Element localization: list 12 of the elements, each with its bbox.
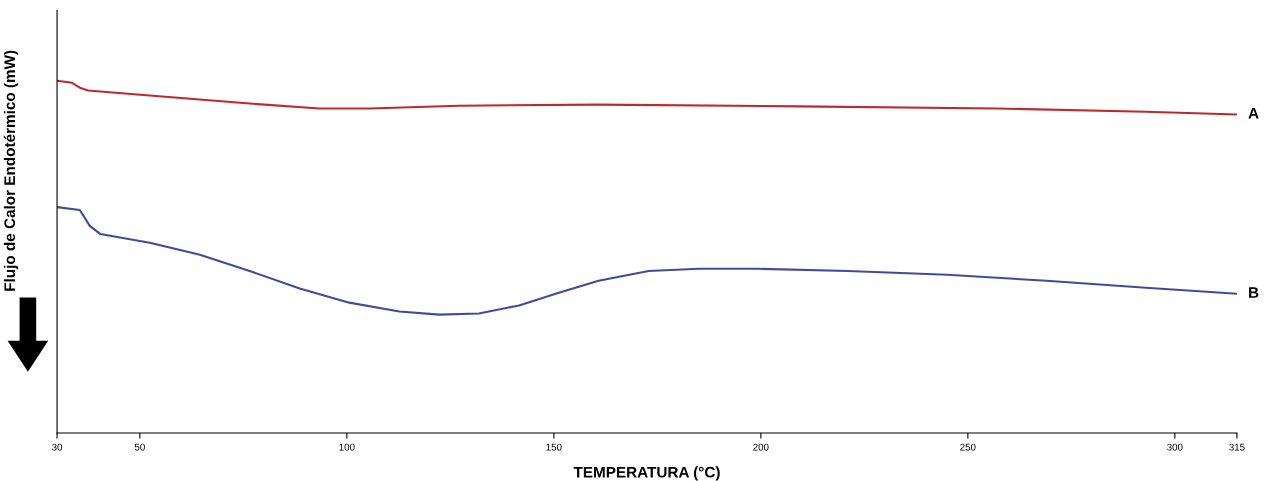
x-tick-label: 100	[339, 443, 355, 451]
series-label: B	[1249, 287, 1259, 298]
x-tick-label: 50	[134, 443, 145, 451]
x-axis-title: TEMPERATURA (°C)	[573, 466, 720, 481]
x-tick-label: 315	[1229, 443, 1245, 451]
x-tick-label: 30	[52, 443, 63, 451]
series-label: A	[1248, 107, 1259, 119]
x-tick-label: 250	[960, 443, 976, 451]
x-tick-label: 150	[546, 443, 562, 451]
x-tick-label: 300	[1167, 443, 1183, 451]
y-axis-title: Flujo de Calor Endotérmico (mW)	[3, 50, 19, 291]
x-tick-label: 200	[753, 443, 769, 451]
